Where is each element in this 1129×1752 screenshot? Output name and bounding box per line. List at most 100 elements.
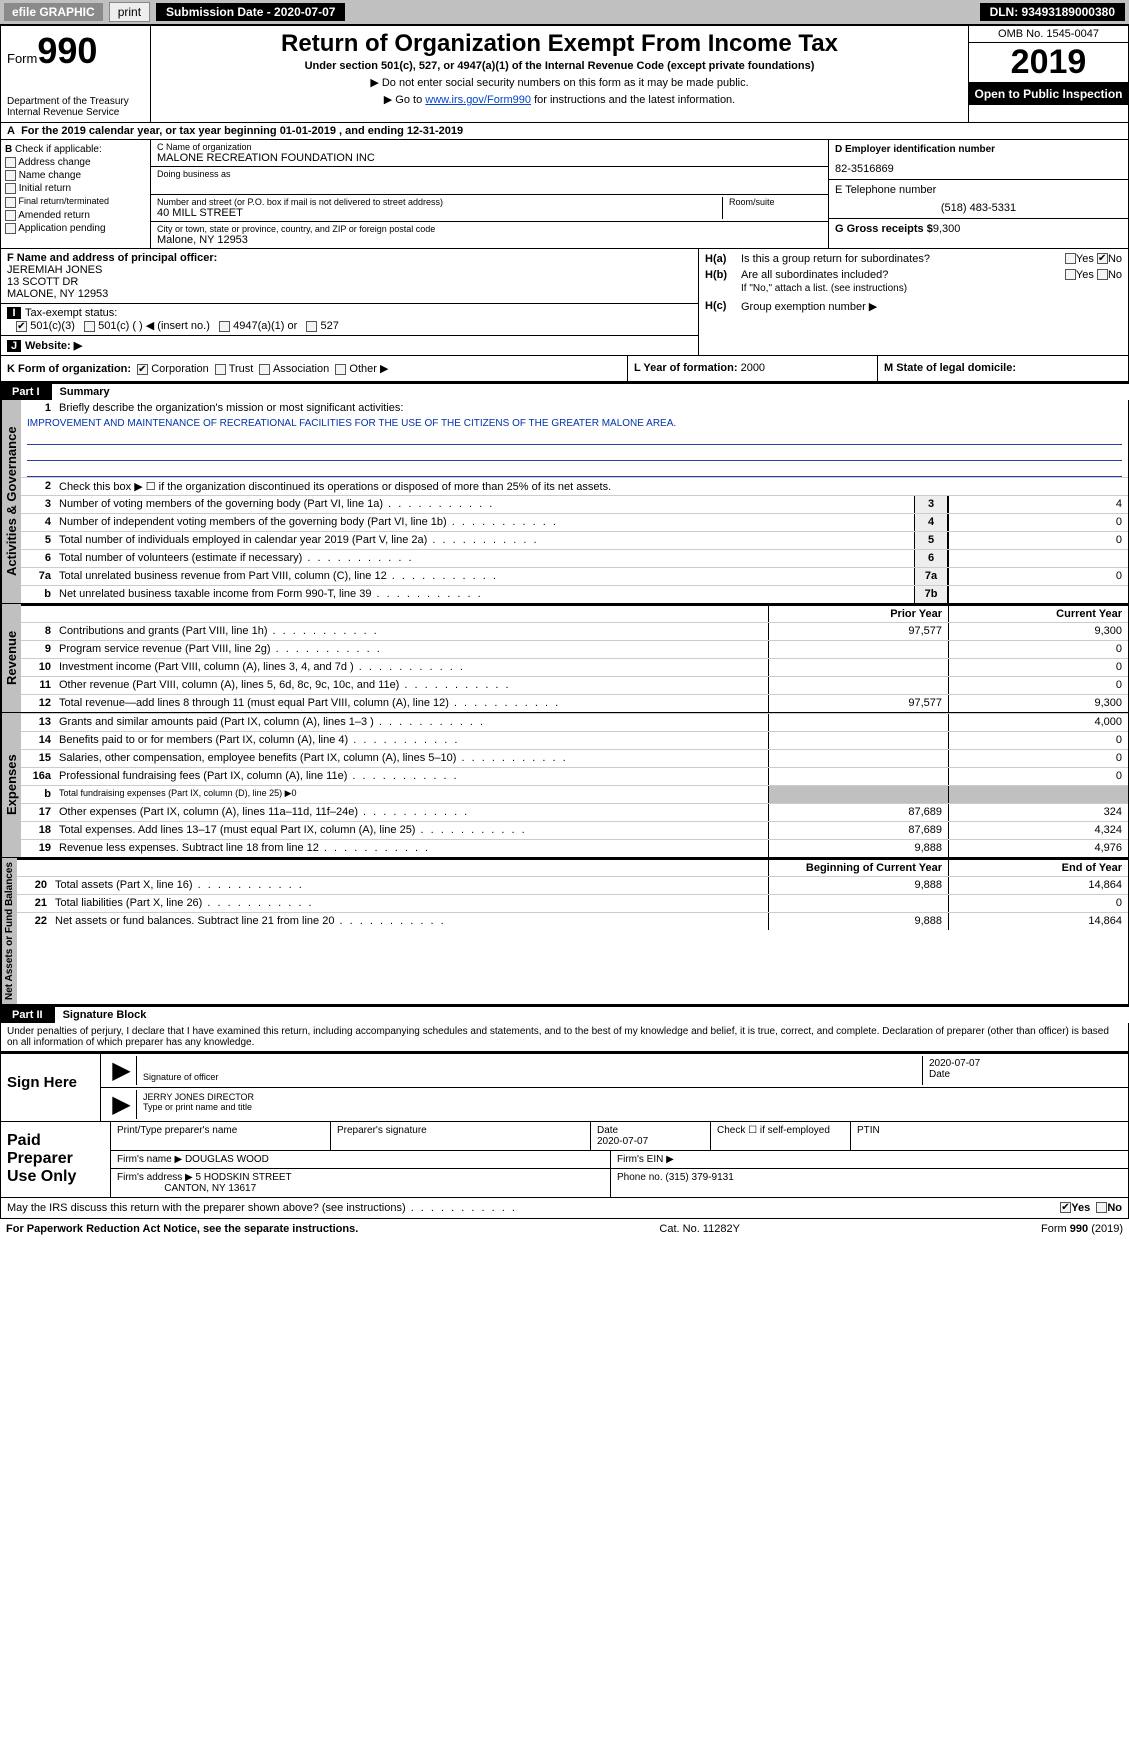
chk-discuss-yes[interactable] bbox=[1060, 1202, 1071, 1213]
dba-label: Doing business as bbox=[157, 169, 822, 179]
gov-line-4: 4Number of independent voting members of… bbox=[21, 513, 1128, 531]
exp-line-19: 19Revenue less expenses. Subtract line 1… bbox=[21, 839, 1128, 857]
chk-ha-yes[interactable] bbox=[1065, 253, 1076, 264]
gross-label: G Gross receipts $ bbox=[835, 223, 933, 235]
phone-value: (518) 483-5331 bbox=[835, 202, 1122, 214]
form-note-2: ▶ Go to www.irs.gov/Form990 for instruct… bbox=[159, 93, 960, 106]
ptin-label: PTIN bbox=[851, 1122, 1128, 1150]
firm-addr-1: 5 HODSKIN STREET bbox=[196, 1172, 292, 1183]
print-button[interactable]: print bbox=[109, 2, 150, 22]
row-k-form-org: K Form of organization: Corporation Trus… bbox=[1, 356, 628, 381]
col-h-group: H(a) Is this a group return for subordin… bbox=[698, 249, 1128, 355]
vlabel-revenue: Revenue bbox=[1, 604, 21, 712]
row-a-tax-year: A For the 2019 calendar year, or tax yea… bbox=[0, 123, 1129, 140]
block-klm: K Form of organization: Corporation Trus… bbox=[0, 356, 1129, 382]
footer-form: Form 990 (2019) bbox=[1041, 1223, 1123, 1235]
vlabel-governance: Activities & Governance bbox=[1, 400, 21, 603]
dept-treasury: Department of the Treasury Internal Reve… bbox=[7, 96, 144, 118]
self-employed-check[interactable]: Check ☐ if self-employed bbox=[711, 1122, 851, 1150]
street-value: 40 MILL STREET bbox=[157, 207, 722, 219]
net-line-22: 22Net assets or fund balances. Subtract … bbox=[17, 912, 1128, 930]
exp-line-16a: 16aProfessional fundraising fees (Part I… bbox=[21, 767, 1128, 785]
chk-amended[interactable]: Amended return bbox=[5, 210, 146, 221]
form-note-1: ▶ Do not enter social security numbers o… bbox=[159, 76, 960, 89]
section-expenses: Expenses 13Grants and similar amounts pa… bbox=[0, 713, 1129, 858]
sign-here-label: Sign Here bbox=[1, 1054, 101, 1121]
gov-line-5: 5Total number of individuals employed in… bbox=[21, 531, 1128, 549]
col-current-year: Current Year bbox=[948, 606, 1128, 622]
firm-addr-label: Firm's address ▶ bbox=[117, 1172, 193, 1183]
line1-label: Briefly describe the organization's miss… bbox=[55, 400, 1128, 418]
row-m-state: M State of legal domicile: bbox=[878, 356, 1128, 381]
gross-value: 9,300 bbox=[933, 223, 961, 235]
officer-name-title: JERRY JONES DIRECTOR bbox=[143, 1092, 1116, 1102]
sign-arrow-icon: ▶ bbox=[107, 1056, 137, 1085]
irs-link[interactable]: www.irs.gov/Form990 bbox=[425, 94, 531, 106]
chk-501c3[interactable] bbox=[16, 321, 27, 332]
date-label: Date bbox=[929, 1069, 950, 1080]
street-label: Number and street (or P.O. box if mail i… bbox=[157, 197, 722, 207]
col-d-ein: D Employer identification number 82-3516… bbox=[828, 140, 1128, 248]
paid-preparer-label: Paid Preparer Use Only bbox=[1, 1122, 111, 1197]
chk-hb-no[interactable] bbox=[1097, 269, 1108, 280]
rev-line-9: 9Program service revenue (Part VIII, lin… bbox=[21, 640, 1128, 658]
firm-phone-label: Phone no. bbox=[617, 1172, 663, 1183]
chk-final-return[interactable]: Final return/terminated bbox=[5, 196, 146, 207]
top-toolbar: efile GRAPHIC print Submission Date - 20… bbox=[0, 0, 1129, 25]
page-footer: For Paperwork Reduction Act Notice, see … bbox=[0, 1219, 1129, 1239]
ein-label: D Employer identification number bbox=[835, 144, 1122, 155]
chk-name-change[interactable]: Name change bbox=[5, 170, 146, 181]
submission-date: Submission Date - 2020-07-07 bbox=[156, 3, 345, 21]
efile-badge: efile GRAPHIC bbox=[4, 3, 103, 21]
col-prior-year: Prior Year bbox=[768, 606, 948, 622]
chk-4947[interactable] bbox=[219, 321, 230, 332]
sig-officer-label: Signature of officer bbox=[143, 1072, 218, 1082]
chk-hb-yes[interactable] bbox=[1065, 269, 1076, 280]
ein-value: 82-3516869 bbox=[835, 163, 1122, 175]
row-j-website: JWebsite: ▶ bbox=[1, 336, 698, 355]
exp-line-14: 14Benefits paid to or for members (Part … bbox=[21, 731, 1128, 749]
chk-trust[interactable] bbox=[215, 364, 226, 375]
gov-line-7a: 7aTotal unrelated business revenue from … bbox=[21, 567, 1128, 585]
net-line-20: 20Total assets (Part X, line 16)9,88814,… bbox=[17, 876, 1128, 894]
col-end: End of Year bbox=[948, 860, 1128, 876]
city-value: Malone, NY 12953 bbox=[157, 234, 822, 246]
firm-addr-2: CANTON, NY 13617 bbox=[164, 1183, 256, 1194]
chk-initial-return[interactable]: Initial return bbox=[5, 183, 146, 194]
mission-text: IMPROVEMENT AND MAINTENANCE OF RECREATIO… bbox=[21, 418, 1128, 429]
rev-line-11: 11Other revenue (Part VIII, column (A), … bbox=[21, 676, 1128, 694]
line2: Check this box ▶ ☐ if the organization d… bbox=[55, 478, 1128, 495]
form-number: Form990 bbox=[7, 30, 144, 72]
room-suite-label: Room/suite bbox=[722, 197, 822, 219]
chk-ha-no[interactable] bbox=[1097, 253, 1108, 264]
firm-phone-value: (315) 379-9131 bbox=[665, 1172, 733, 1183]
form-header: Form990 Department of the Treasury Inter… bbox=[0, 25, 1129, 123]
row-l-year: L Year of formation: 2000 bbox=[628, 356, 878, 381]
prep-date-value: 2020-07-07 bbox=[597, 1136, 648, 1147]
part2-header: Part II Signature Block bbox=[0, 1005, 1129, 1023]
vlabel-expenses: Expenses bbox=[1, 713, 21, 857]
chk-assoc[interactable] bbox=[259, 364, 270, 375]
exp-line-17: 17Other expenses (Part IX, column (A), l… bbox=[21, 803, 1128, 821]
chk-application-pending[interactable]: Application pending bbox=[5, 223, 146, 234]
org-name: MALONE RECREATION FOUNDATION INC bbox=[157, 152, 822, 164]
form-subtitle: Under section 501(c), 527, or 4947(a)(1)… bbox=[159, 60, 960, 72]
chk-corp[interactable] bbox=[137, 364, 148, 375]
chk-527[interactable] bbox=[306, 321, 317, 332]
chk-501c[interactable] bbox=[84, 321, 95, 332]
sig-date: 2020-07-07 bbox=[929, 1058, 1116, 1069]
chk-other[interactable] bbox=[335, 364, 346, 375]
chk-discuss-no[interactable] bbox=[1096, 1202, 1107, 1213]
chk-address-change[interactable]: Address change bbox=[5, 157, 146, 168]
rev-line-10: 10Investment income (Part VIII, column (… bbox=[21, 658, 1128, 676]
col-beginning: Beginning of Current Year bbox=[768, 860, 948, 876]
col-c-org-info: C Name of organization MALONE RECREATION… bbox=[151, 140, 828, 248]
tax-year: 2019 bbox=[969, 43, 1128, 83]
exp-line-15: 15Salaries, other compensation, employee… bbox=[21, 749, 1128, 767]
prep-sig-label: Preparer's signature bbox=[331, 1122, 591, 1150]
net-line-21: 21Total liabilities (Part X, line 26)0 bbox=[17, 894, 1128, 912]
vlabel-net: Net Assets or Fund Balances bbox=[1, 858, 17, 1004]
row-i-tax-status: ITax-exempt status: 501(c)(3) 501(c) ( )… bbox=[1, 304, 698, 336]
col-b-checkboxes: B Check if applicable: Address change Na… bbox=[1, 140, 151, 248]
gov-line-6: 6Total number of volunteers (estimate if… bbox=[21, 549, 1128, 567]
